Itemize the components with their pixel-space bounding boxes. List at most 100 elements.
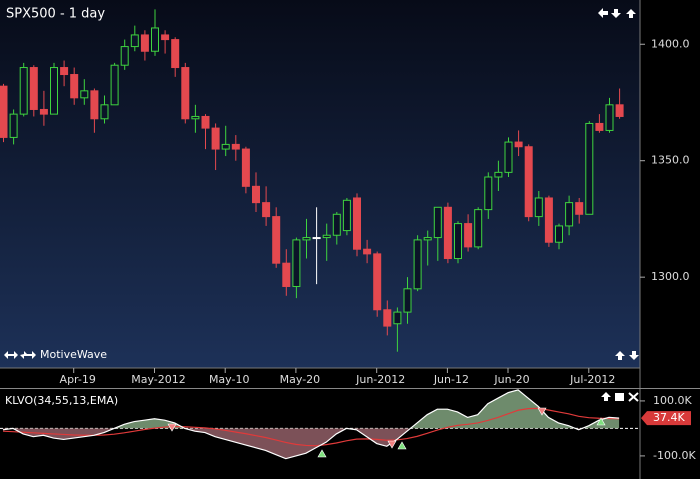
candle-body bbox=[70, 74, 79, 99]
candle-body bbox=[262, 202, 271, 218]
candle-body bbox=[120, 46, 129, 66]
candle-body bbox=[555, 225, 563, 243]
candle-body bbox=[252, 185, 260, 204]
icon-scroll[interactable] bbox=[4, 351, 18, 359]
candle-body bbox=[383, 309, 392, 327]
candle-body bbox=[140, 34, 149, 52]
candle-body bbox=[191, 115, 200, 120]
candle-body bbox=[29, 67, 38, 110]
negative-area bbox=[3, 428, 620, 459]
candle-body bbox=[39, 108, 48, 115]
icon-window[interactable] bbox=[615, 393, 624, 401]
candle-body bbox=[302, 237, 311, 241]
candle-body bbox=[161, 34, 170, 41]
candle-body bbox=[9, 113, 18, 138]
icon-down[interactable] bbox=[629, 351, 639, 360]
candle-body bbox=[605, 104, 614, 131]
icon-left[interactable] bbox=[598, 8, 608, 18]
candle-body bbox=[494, 171, 503, 178]
candle-body bbox=[241, 148, 250, 187]
x-tick-label: Jun-20 bbox=[493, 373, 529, 386]
current-value-badge bbox=[641, 411, 691, 426]
x-tick-label: May-10 bbox=[209, 373, 250, 386]
candle-body bbox=[19, 67, 28, 115]
candle-body bbox=[373, 253, 382, 311]
sell-marker bbox=[167, 423, 177, 432]
candle-body bbox=[130, 34, 139, 48]
candle-body bbox=[403, 288, 412, 313]
y-tick-label: 1300.0 bbox=[651, 270, 690, 283]
candle-body bbox=[514, 141, 523, 148]
candle-body bbox=[292, 239, 301, 287]
candle-body bbox=[0, 85, 8, 138]
price-axis-background bbox=[640, 0, 700, 388]
candle-body bbox=[231, 143, 240, 150]
candle-body bbox=[393, 311, 402, 325]
candle-body bbox=[221, 143, 230, 150]
klvo-line bbox=[2, 389, 620, 460]
icon-up[interactable] bbox=[615, 351, 625, 360]
candle-body bbox=[282, 262, 291, 287]
y-tick-label: -100.0K bbox=[653, 449, 696, 462]
candle-body bbox=[353, 197, 361, 250]
icon-close[interactable] bbox=[628, 392, 639, 402]
candle-body bbox=[110, 64, 119, 106]
candle-body bbox=[332, 213, 341, 236]
candle-body bbox=[575, 202, 584, 215]
candle-body bbox=[484, 176, 493, 211]
indicator-title: KLVO(34,55,13,EMA) bbox=[5, 394, 118, 407]
candle-body bbox=[50, 67, 58, 115]
candle-body bbox=[342, 199, 351, 232]
buy-marker bbox=[317, 449, 327, 458]
x-tick-label: Jun-12 bbox=[433, 373, 469, 386]
x-tick-label: May-20 bbox=[280, 373, 321, 386]
candle-body bbox=[585, 122, 594, 215]
icon-up[interactable] bbox=[601, 392, 611, 401]
axes: 1300.0 1350.0 1400.0 Apr-19 May-2012 May-10 Ma… bbox=[60, 37, 697, 462]
watermark: MotiveWave bbox=[40, 348, 107, 361]
x-tick-label: May-2012 bbox=[131, 373, 186, 386]
icon-up[interactable] bbox=[626, 9, 636, 18]
time-axis-background bbox=[0, 368, 640, 388]
sell-marker bbox=[387, 440, 397, 449]
icon-scroll[interactable] bbox=[20, 351, 36, 359]
candle-body bbox=[464, 223, 473, 248]
signal-markers bbox=[167, 407, 606, 458]
candle-body bbox=[60, 67, 69, 76]
candle-body bbox=[171, 39, 180, 69]
indicator-panel bbox=[0, 389, 640, 460]
candle-body bbox=[524, 146, 533, 218]
main-plot-background bbox=[0, 0, 640, 368]
candle-body bbox=[211, 127, 220, 150]
candle-body bbox=[443, 206, 452, 260]
x-tick-label: Jul-2012 bbox=[569, 373, 615, 386]
toolbar-icons[interactable] bbox=[4, 8, 639, 402]
x-tick-label: Jun-2012 bbox=[355, 373, 405, 386]
y-tick-label: 100.0K bbox=[653, 394, 692, 407]
buy-marker bbox=[397, 441, 407, 450]
candle-body bbox=[201, 115, 210, 129]
candle-body bbox=[100, 104, 109, 120]
candle-body bbox=[534, 197, 543, 218]
candle-body bbox=[504, 141, 513, 173]
buy-marker bbox=[596, 417, 606, 426]
candle-body bbox=[595, 122, 604, 131]
candle-body bbox=[80, 90, 89, 99]
signal-line bbox=[2, 407, 620, 447]
candle-body bbox=[474, 209, 483, 248]
price-panel bbox=[0, 9, 624, 352]
candle-body bbox=[423, 237, 432, 241]
candle-body bbox=[363, 248, 372, 255]
candle-body bbox=[565, 202, 574, 227]
candle-body bbox=[454, 223, 462, 260]
candle-body bbox=[312, 237, 321, 240]
candle-body bbox=[433, 206, 442, 239]
candle-body bbox=[615, 104, 624, 117]
candle-body bbox=[181, 67, 190, 120]
candle-body bbox=[413, 239, 422, 290]
icon-down[interactable] bbox=[611, 9, 621, 18]
candle-body bbox=[151, 27, 159, 52]
chart-title: SPX500 - 1 day bbox=[6, 7, 105, 22]
